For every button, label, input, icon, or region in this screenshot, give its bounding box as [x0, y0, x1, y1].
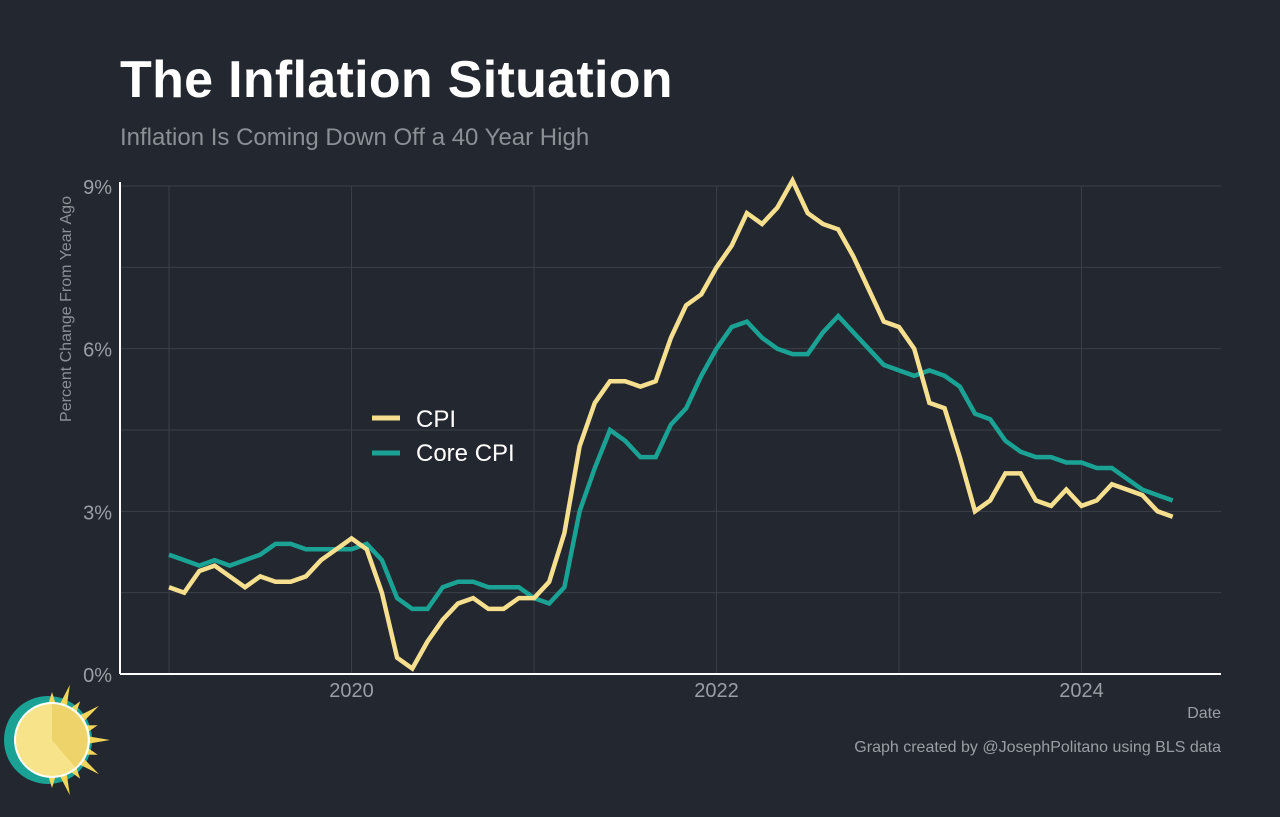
legend-label-core-cpi: Core CPI: [416, 440, 515, 467]
y-tick-label: 3%: [83, 502, 112, 524]
y-tick-label: 0%: [83, 665, 112, 687]
sun-ray: [78, 705, 99, 722]
source-credit: Graph created by @JosephPolitano using B…: [854, 739, 1221, 756]
sun-icon: [4, 684, 110, 796]
sun-ray: [78, 758, 99, 775]
y-tick-label: 9%: [83, 177, 112, 199]
series-lines: [168, 175, 1174, 672]
x-tick-label: 2020: [329, 680, 374, 702]
gridlines: [120, 185, 1221, 674]
y-axis-ticks: 0% 3% 6% 9%: [83, 177, 112, 687]
chart-title: The Inflation Situation: [120, 51, 673, 109]
x-axis-label: Date: [1187, 705, 1221, 722]
chart-subtitle: Inflation Is Coming Down Off a 40 Year H…: [120, 124, 590, 151]
series-line-cpi: [168, 175, 1174, 672]
legend-label-cpi: CPI: [416, 406, 456, 433]
x-tick-label: 2022: [694, 680, 739, 702]
y-tick-label: 6%: [83, 340, 112, 362]
x-axis-ticks: 2020 2022 2024: [329, 680, 1103, 702]
legend: CPI Core CPI: [372, 406, 515, 467]
sun-ray: [59, 684, 70, 708]
sun-ray: [59, 772, 70, 796]
sun-ray: [48, 692, 56, 705]
sun-ray: [48, 775, 56, 788]
sun-ray: [87, 736, 110, 744]
x-tick-label: 2024: [1059, 680, 1104, 702]
y-axis-label: Percent Change From Year Ago: [58, 196, 75, 422]
